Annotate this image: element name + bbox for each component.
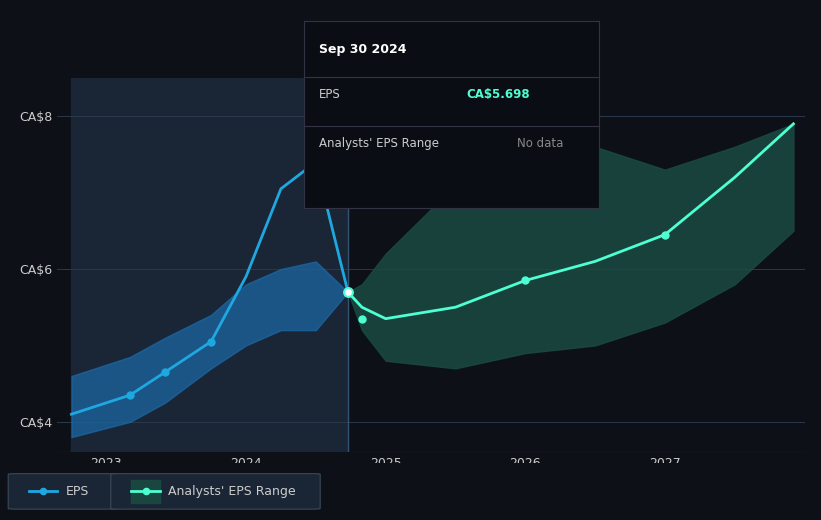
Point: [355, 315, 369, 323]
Point: [37, 487, 50, 496]
Point: [204, 337, 218, 346]
Text: No data: No data: [516, 137, 563, 150]
Text: EPS: EPS: [319, 88, 340, 101]
Text: Actual: Actual: [304, 102, 341, 115]
Text: CA$5.698: CA$5.698: [466, 88, 530, 101]
Point: [519, 276, 532, 284]
Point: [158, 368, 172, 376]
Text: Analysts' EPS Range: Analysts' EPS Range: [319, 137, 438, 150]
Text: Analysts Forecasts: Analysts Forecasts: [355, 102, 465, 115]
Bar: [71, 78, 348, 452]
Point: [140, 487, 153, 496]
Text: EPS: EPS: [66, 485, 89, 498]
Point: [123, 391, 136, 399]
Point: [658, 230, 672, 239]
Text: Sep 30 2024: Sep 30 2024: [319, 43, 406, 56]
Text: Analysts' EPS Range: Analysts' EPS Range: [168, 485, 296, 498]
FancyBboxPatch shape: [111, 474, 320, 509]
FancyBboxPatch shape: [8, 474, 119, 509]
Point: [342, 288, 355, 296]
